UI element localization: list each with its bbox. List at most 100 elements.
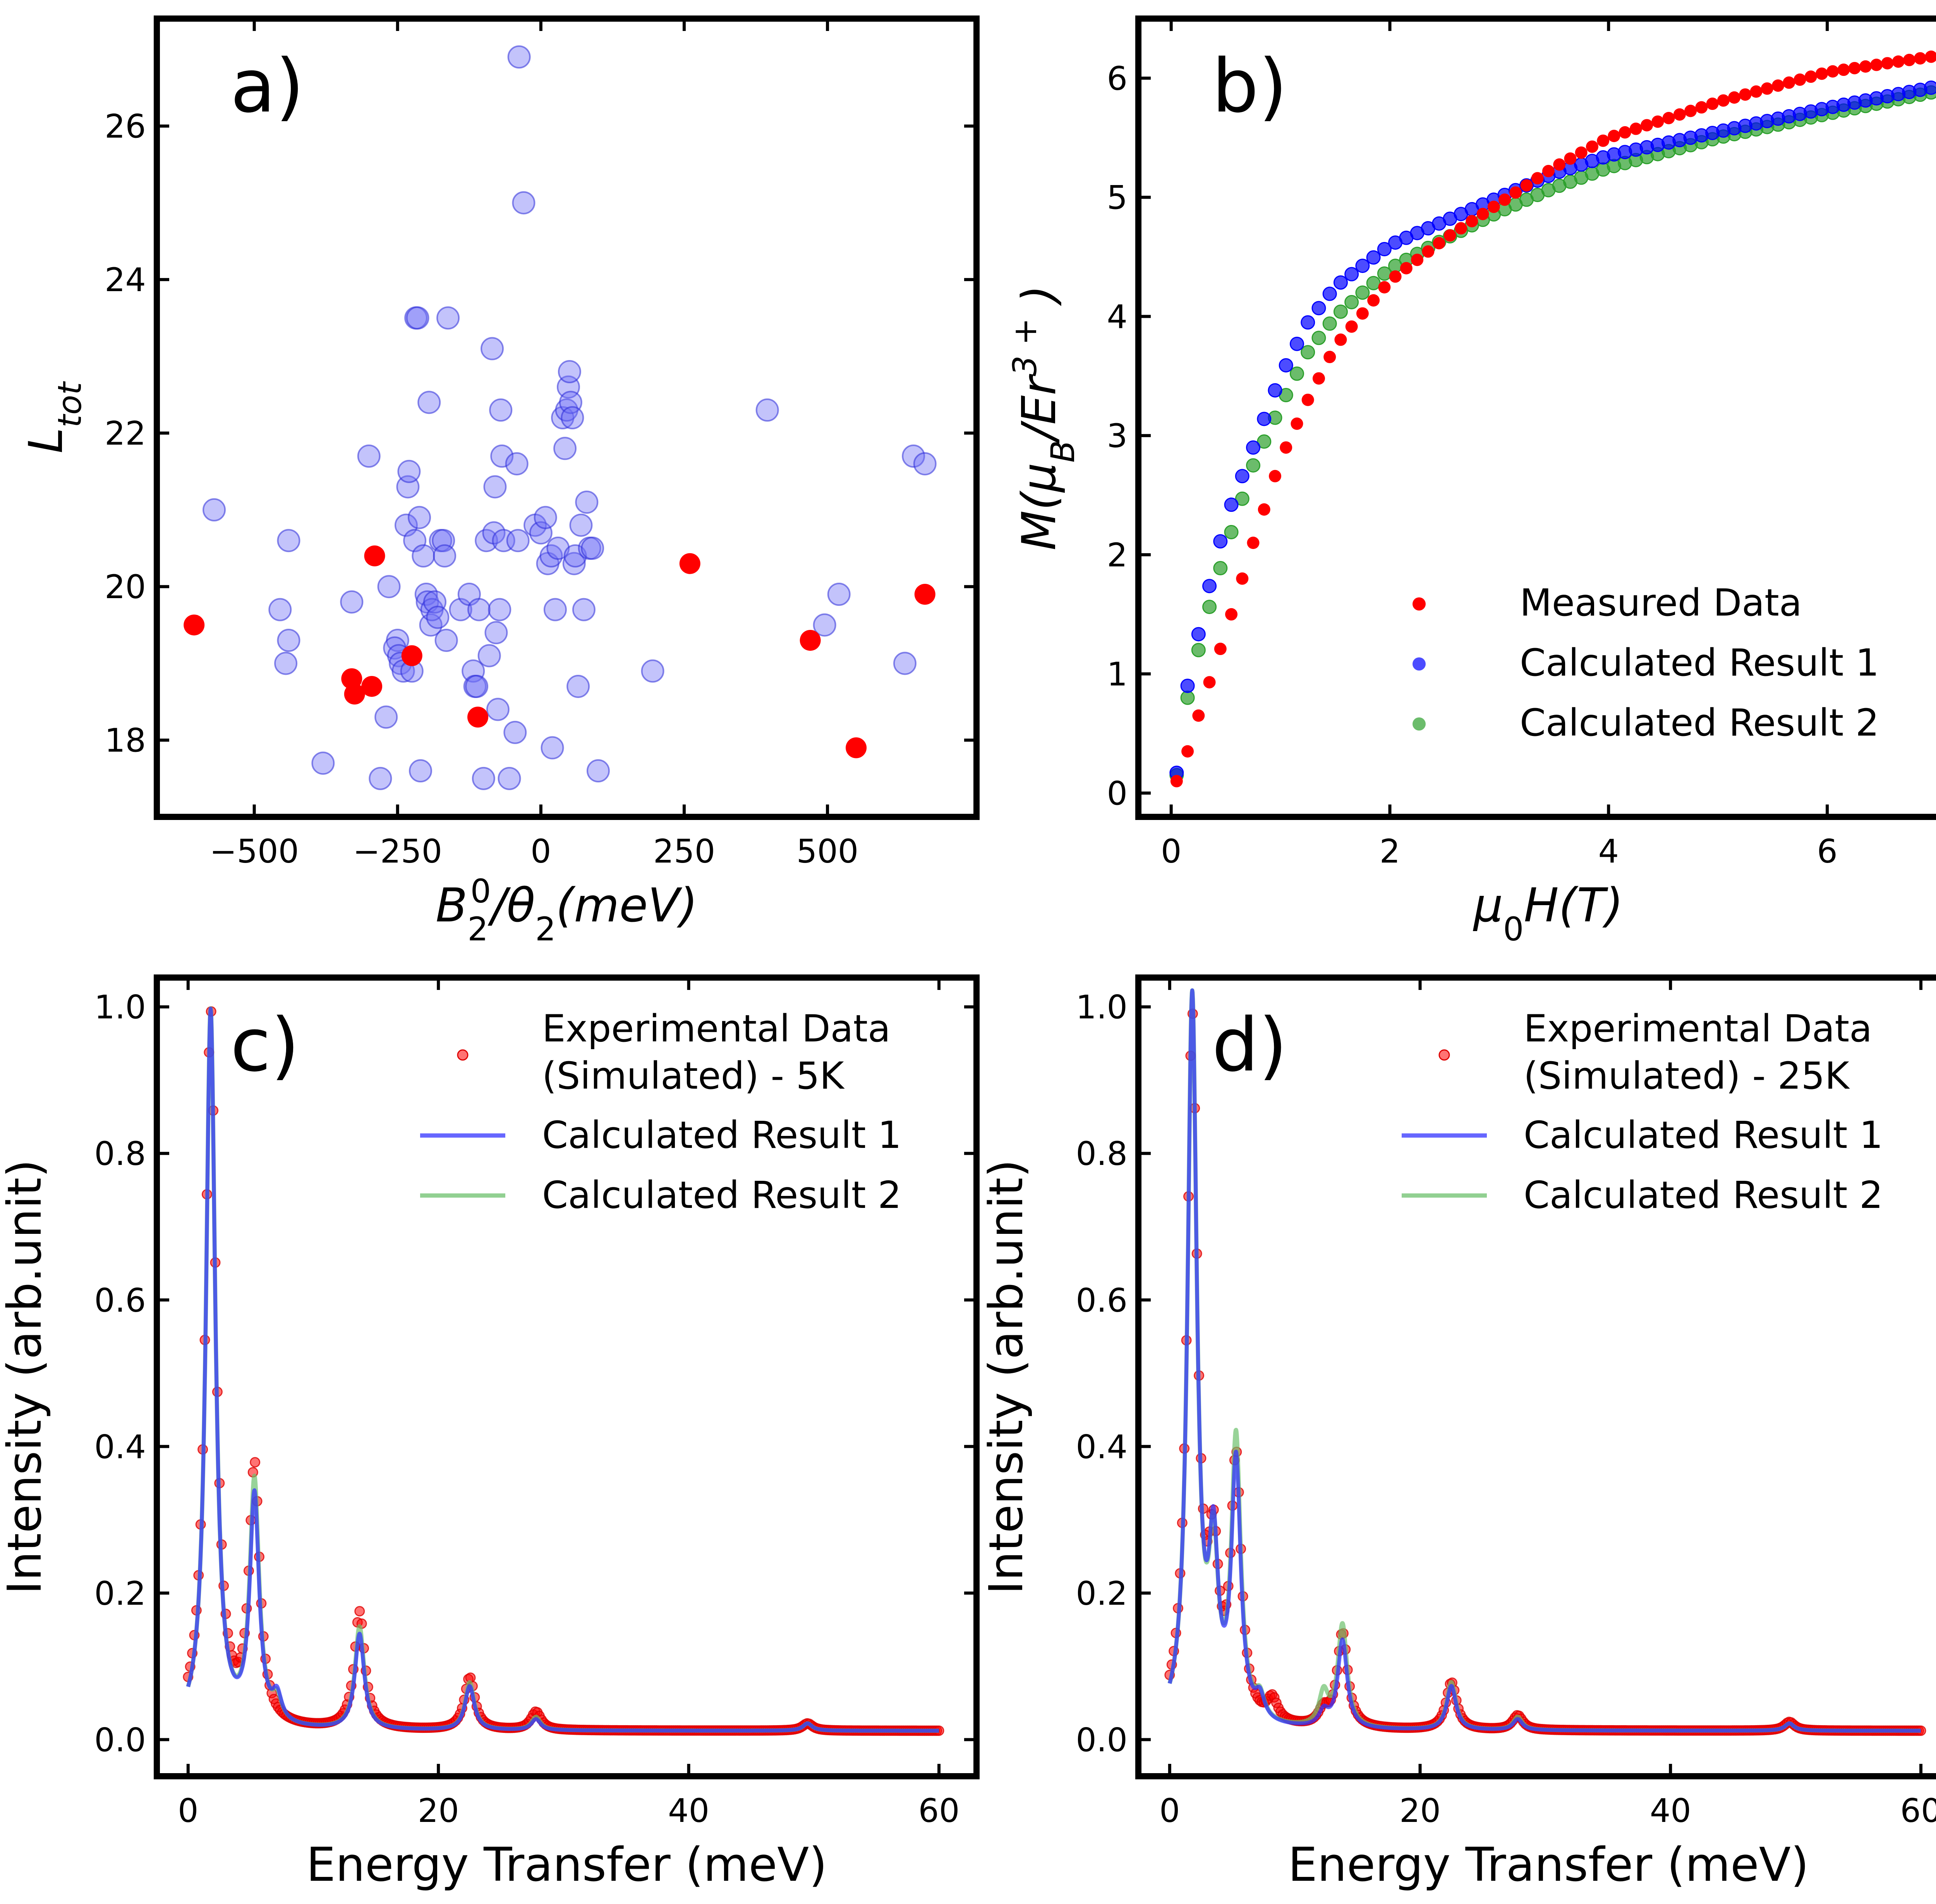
data-point bbox=[1344, 295, 1359, 309]
data-point bbox=[1301, 315, 1315, 330]
data-point bbox=[1344, 267, 1359, 281]
data-point bbox=[1531, 172, 1544, 185]
series-calculated-2-line bbox=[1167, 988, 1923, 1733]
data-point bbox=[1235, 491, 1249, 506]
series-calculated-1-line bbox=[186, 1007, 941, 1733]
data-point bbox=[1355, 285, 1370, 300]
legend-marker bbox=[1438, 1049, 1450, 1061]
y-tick-label: 0.0 bbox=[1076, 1721, 1128, 1759]
candidate-point bbox=[503, 720, 527, 744]
data-point bbox=[1717, 94, 1730, 107]
plot-area bbox=[184, 45, 937, 790]
plot-area bbox=[1169, 50, 1936, 787]
y-tick-label: 22 bbox=[105, 415, 146, 453]
candidate-point bbox=[586, 759, 610, 783]
data-point bbox=[1816, 67, 1828, 80]
candidate-point bbox=[507, 45, 531, 69]
axes-frame bbox=[154, 974, 980, 1779]
x-tick-label: 500 bbox=[796, 832, 858, 870]
data-point bbox=[1235, 469, 1249, 484]
data-point bbox=[1476, 208, 1489, 220]
x-tick-label: 0 bbox=[530, 832, 551, 870]
selected-point bbox=[344, 683, 365, 705]
candidate-point bbox=[277, 529, 300, 552]
data-point bbox=[1826, 65, 1839, 78]
candidate-point bbox=[562, 552, 586, 575]
data-point bbox=[1520, 179, 1533, 192]
data-point bbox=[1597, 134, 1610, 147]
legend: Experimental Data (Simulated) - 5K Calcula… bbox=[420, 1007, 901, 1217]
candidate-point bbox=[467, 598, 491, 621]
panel-label: c) bbox=[230, 1002, 300, 1088]
candidate-point bbox=[561, 406, 584, 429]
candidate-point bbox=[546, 537, 570, 560]
x-tick-label: 60 bbox=[1900, 1792, 1936, 1830]
series-selected bbox=[184, 545, 935, 758]
data-point bbox=[1236, 572, 1249, 585]
candidate-point bbox=[572, 598, 596, 621]
x-tick-label: 40 bbox=[668, 1792, 709, 1830]
data-point bbox=[1378, 281, 1391, 294]
legend-label: Measured Data bbox=[1520, 581, 1802, 624]
data-point bbox=[1739, 88, 1752, 101]
candidate-point bbox=[436, 306, 460, 330]
data-point bbox=[1301, 393, 1314, 406]
candidate-point bbox=[566, 674, 590, 698]
data-point bbox=[1728, 91, 1741, 104]
data-point bbox=[1641, 119, 1653, 132]
data-point bbox=[1246, 458, 1261, 473]
y-tick-label: 20 bbox=[105, 568, 146, 606]
y-tick-label: 0.6 bbox=[1076, 1281, 1128, 1319]
selected-point bbox=[364, 545, 385, 566]
data-point bbox=[1246, 440, 1261, 455]
data-point bbox=[1203, 676, 1216, 689]
series-calculated-1-line bbox=[1167, 988, 1923, 1733]
data-point bbox=[1224, 525, 1239, 539]
data-point bbox=[1202, 579, 1217, 593]
data-point bbox=[1575, 146, 1588, 159]
data-point bbox=[1892, 55, 1905, 68]
data-point bbox=[1311, 331, 1326, 345]
candidate-point bbox=[558, 360, 581, 384]
data-point bbox=[1333, 304, 1348, 319]
data-point bbox=[1345, 320, 1358, 333]
data-point bbox=[1509, 186, 1522, 199]
candidate-point bbox=[581, 537, 604, 560]
data-point bbox=[1761, 82, 1773, 95]
y-tick-label: 0.2 bbox=[1076, 1575, 1128, 1612]
data-point bbox=[1279, 358, 1293, 373]
candidate-point bbox=[534, 506, 557, 529]
data-point bbox=[1225, 608, 1238, 621]
data-point bbox=[1334, 333, 1347, 346]
panel-a: −500 −250 0 250 500 18 20 22 24 26 B20/θ2(meV) Ltot… bbox=[19, 15, 980, 948]
selected-point bbox=[467, 707, 489, 728]
data-point bbox=[1280, 441, 1292, 454]
candidate-point bbox=[813, 613, 836, 637]
data-point bbox=[1366, 250, 1381, 265]
x-tick-label: 0 bbox=[1161, 832, 1181, 870]
data-point bbox=[1422, 245, 1435, 258]
data-point bbox=[1750, 85, 1763, 98]
candidate-point bbox=[488, 598, 511, 621]
y-tick-label: 0 bbox=[1107, 774, 1128, 812]
data-point bbox=[1257, 412, 1272, 426]
data-point bbox=[1673, 108, 1686, 121]
ticks: 0 20 40 60 0.0 0.2 0.4 0.6 0.8 1.0 bbox=[1076, 978, 1936, 1830]
x-tick-label: 6 bbox=[1817, 832, 1837, 870]
experimental-point bbox=[354, 1606, 365, 1617]
y-axis-title: Intensity (arb.unit) bbox=[0, 1160, 52, 1595]
y-tick-label: 5 bbox=[1107, 179, 1128, 217]
candidate-point bbox=[553, 437, 577, 460]
data-point bbox=[1804, 70, 1817, 83]
data-point bbox=[1662, 111, 1675, 124]
data-point bbox=[1258, 503, 1270, 516]
data-point bbox=[1411, 254, 1424, 266]
candidate-point bbox=[913, 452, 937, 475]
legend-label: Calculated Result 2 bbox=[542, 1173, 901, 1217]
series-measured-data bbox=[1170, 50, 1936, 787]
data-point bbox=[1191, 643, 1206, 657]
data-point bbox=[1848, 62, 1861, 74]
candidate-point bbox=[498, 767, 521, 790]
selected-point bbox=[184, 614, 205, 636]
